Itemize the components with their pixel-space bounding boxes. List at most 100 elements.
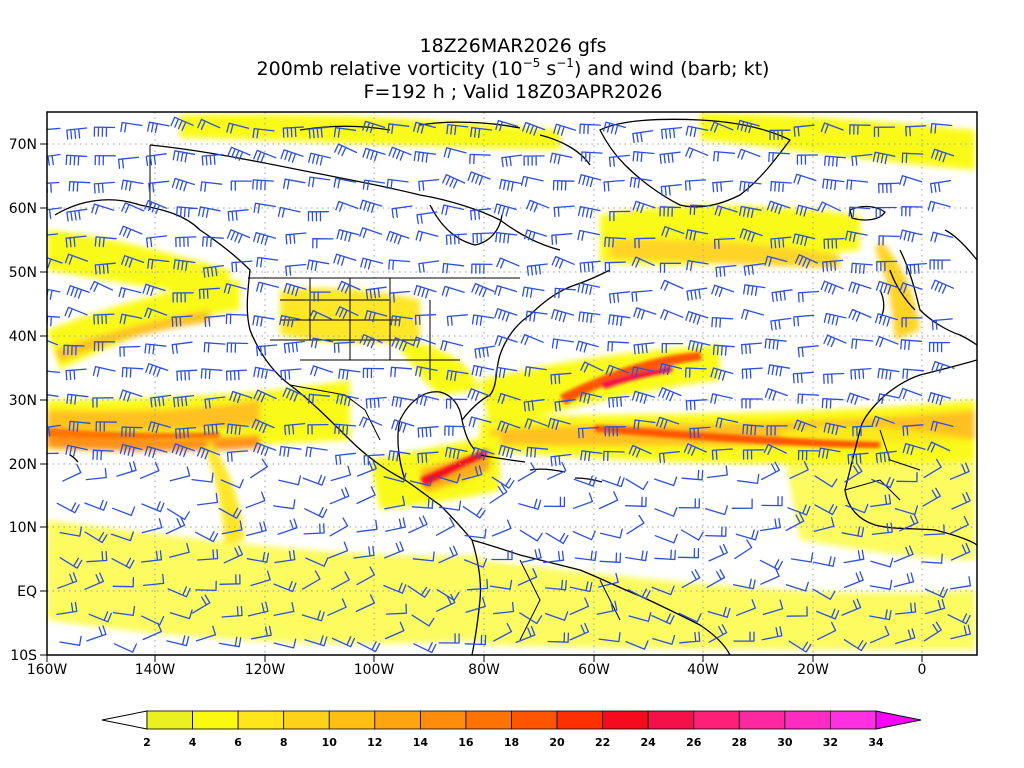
wind-barb xyxy=(408,515,428,534)
wind-barb xyxy=(200,368,223,380)
wind-barb xyxy=(119,389,143,402)
colorbar-label: 2 xyxy=(143,736,151,749)
wind-barb xyxy=(526,446,549,458)
wind-barb xyxy=(931,148,955,163)
wind-barb xyxy=(790,552,814,563)
coastlines xyxy=(54,118,977,655)
colorbar-cell xyxy=(328,710,376,730)
wind-barb xyxy=(355,594,376,613)
wind-barb xyxy=(411,498,434,509)
wind-barb xyxy=(792,371,814,384)
wind-barb xyxy=(88,611,112,623)
colorbar-cell xyxy=(374,710,421,730)
wind-barb xyxy=(871,522,893,536)
wind-barb xyxy=(202,236,224,248)
wind-barb xyxy=(384,621,405,640)
wind-barb xyxy=(335,200,359,212)
wind-barb xyxy=(922,487,941,507)
wind-barb xyxy=(522,286,545,298)
wind-barb xyxy=(625,550,648,562)
wind-barb xyxy=(471,446,495,461)
wind-barb xyxy=(391,337,415,352)
wind-barb xyxy=(947,613,971,625)
wind-barb xyxy=(68,181,91,192)
wind-barb xyxy=(899,513,919,532)
wind-barb xyxy=(796,154,819,165)
wind-barb xyxy=(141,518,163,534)
wind-barb xyxy=(66,208,88,222)
wind-barb xyxy=(843,639,867,652)
wind-barb xyxy=(685,229,709,241)
colorbar-cell xyxy=(830,710,877,730)
wind-barb xyxy=(282,126,304,138)
wind-barb xyxy=(708,543,728,562)
wind-barb xyxy=(491,476,515,489)
wind-barb xyxy=(685,147,709,159)
wind-barb xyxy=(928,341,951,353)
wind-barb xyxy=(93,313,115,325)
wind-barb xyxy=(171,443,195,458)
colorbar-label: 14 xyxy=(413,736,429,749)
wind-barb xyxy=(816,621,837,641)
lon-label: 20W xyxy=(797,662,829,678)
wind-barb xyxy=(385,517,406,532)
wind-barb xyxy=(305,446,328,458)
wind-barb xyxy=(144,199,168,215)
wind-barb xyxy=(111,506,136,517)
wind-barb xyxy=(442,174,466,189)
wind-barb xyxy=(543,550,565,564)
wind-barb xyxy=(253,149,277,163)
wind-barb xyxy=(495,232,518,244)
wind-barb xyxy=(848,308,872,322)
wind-barb xyxy=(356,566,376,586)
wind-barb xyxy=(308,176,331,188)
wind-barb xyxy=(388,290,411,303)
wind-barb xyxy=(627,588,651,600)
title-run: 18Z26MAR2026 gfs xyxy=(419,35,606,57)
wind-barb xyxy=(204,396,226,409)
wind-barb xyxy=(519,612,543,625)
wind-barb xyxy=(309,291,331,302)
wind-barb xyxy=(712,180,734,193)
wind-barb xyxy=(579,260,601,273)
wind-barb xyxy=(877,368,900,380)
lon-label: 60W xyxy=(578,662,610,678)
greenland xyxy=(599,118,791,208)
wind-barb xyxy=(273,499,296,510)
wind-barb xyxy=(902,368,925,380)
wind-barb xyxy=(388,450,411,462)
wind-barb xyxy=(117,156,140,169)
wind-barb xyxy=(57,572,78,589)
wind-barb xyxy=(651,585,675,596)
wind-barb xyxy=(931,318,953,331)
wind-barb xyxy=(658,451,681,464)
wind-barb xyxy=(737,473,760,485)
colorbar-cell xyxy=(556,710,604,730)
wind-barb xyxy=(245,491,266,509)
wind-barb xyxy=(274,550,296,564)
wind-barb xyxy=(596,600,618,615)
wind-barb xyxy=(282,387,306,402)
wind-barb xyxy=(547,461,567,480)
wind-barb xyxy=(686,287,708,301)
wind-barb xyxy=(681,469,704,481)
wind-barb xyxy=(501,154,523,168)
wind-barb xyxy=(572,530,596,541)
wind-barb xyxy=(170,116,194,131)
wind-barb xyxy=(631,289,653,302)
wind-barb xyxy=(873,126,896,138)
wind-barb xyxy=(764,388,788,401)
wind-barb xyxy=(554,287,576,299)
wind-barb xyxy=(812,588,836,600)
wind-barb xyxy=(849,124,871,135)
lat-label: 30N xyxy=(9,393,37,409)
wind-barb xyxy=(598,491,619,510)
wind-barb xyxy=(851,338,874,350)
lat-label: 70N xyxy=(9,137,37,153)
wind-barb xyxy=(446,314,468,327)
wind-barb xyxy=(167,586,191,598)
wind-barb xyxy=(471,314,495,326)
wind-barb xyxy=(411,614,435,627)
wind-barb xyxy=(878,182,900,194)
wind-barb xyxy=(59,557,83,569)
